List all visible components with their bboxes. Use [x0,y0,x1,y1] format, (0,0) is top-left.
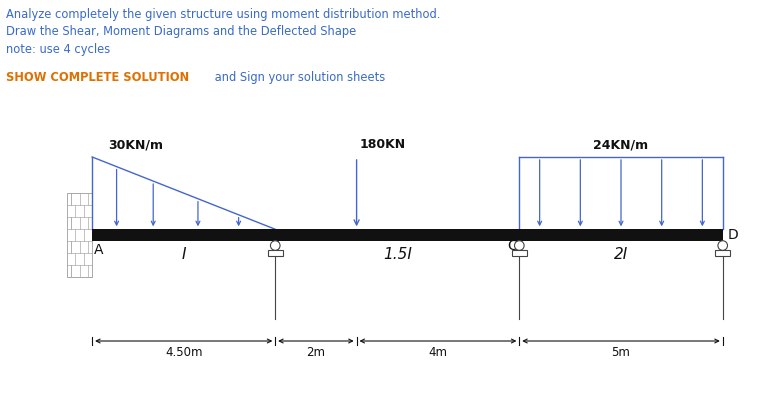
Text: 2m: 2m [306,346,326,359]
Text: SHOW COMPLETE SOLUTION: SHOW COMPLETE SOLUTION [6,71,190,84]
Text: 24KN/m: 24KN/m [594,138,649,151]
Text: and Sign your solution sheets: and Sign your solution sheets [211,71,385,84]
Circle shape [718,241,727,250]
Text: 30KN/m: 30KN/m [109,138,163,151]
Text: 4m: 4m [428,346,448,359]
Text: 4.50m: 4.50m [165,346,203,359]
Bar [92,229,723,241]
Text: note: use 4 cycles: note: use 4 cycles [6,43,110,56]
Text: I: I [182,247,186,262]
Text: Analyze completely the given structure using moment distribution method.: Analyze completely the given structure u… [6,8,441,21]
Text: A: A [94,243,103,257]
Text: Draw the Shear, Moment Diagrams and the Deflected Shape: Draw the Shear, Moment Diagrams and the … [6,26,357,39]
Text: D: D [728,228,738,242]
Bar [511,250,527,256]
Text: 180KN: 180KN [360,138,406,151]
Circle shape [514,241,524,250]
Text: C: C [507,239,517,253]
Text: B: B [270,239,280,253]
Text: 5m: 5m [611,346,630,359]
Bar [67,193,92,277]
Bar [715,250,730,256]
Text: 2I: 2I [614,247,628,262]
Circle shape [270,241,280,250]
Bar [267,250,283,256]
Text: 1.5I: 1.5I [383,247,412,262]
